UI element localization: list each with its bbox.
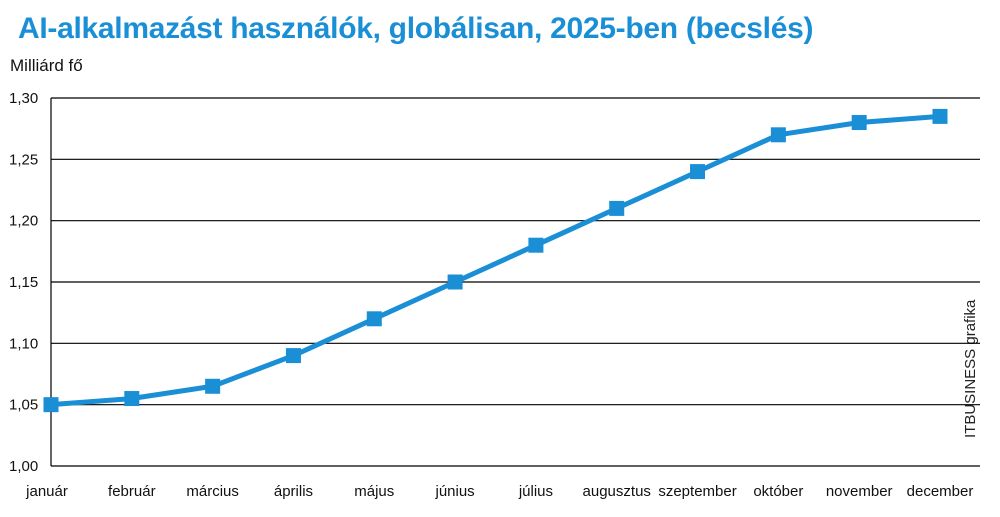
data-point: [43, 397, 59, 413]
x-tick-label: december: [907, 483, 974, 500]
data-point: [447, 274, 463, 290]
data-point: [124, 391, 140, 407]
x-tick-label: január: [25, 483, 68, 500]
data-point: [932, 108, 948, 124]
series-polyline: [50, 113, 941, 408]
y-tick-label: 1,05: [9, 397, 38, 414]
data-point: [690, 164, 706, 180]
x-tick-label: augusztus: [583, 483, 651, 500]
chart-title: AI-alkalmazást használók, globálisan, 20…: [18, 12, 814, 45]
series-line: [50, 113, 941, 408]
data-point: [770, 127, 786, 143]
y-tick-label: 1,30: [9, 90, 38, 107]
data-point: [609, 200, 625, 216]
gridlines: [50, 97, 980, 467]
y-tick-label: 1,15: [9, 274, 38, 291]
y-tick-labels: 1,00 1,05 1,10 1,15 1,20 1,25 1,30: [9, 90, 38, 475]
y-tick-label: 1,20: [9, 213, 38, 230]
y-tick-label: 1,10: [9, 335, 38, 352]
x-tick-label: március: [186, 483, 239, 500]
x-tick-label: május: [354, 483, 394, 500]
y-tick-label: 1,25: [9, 151, 38, 168]
x-tick-label: április: [274, 483, 313, 500]
x-tick-label: július: [518, 483, 553, 500]
x-tick-label: szeptember: [658, 483, 736, 500]
data-point: [205, 378, 221, 394]
data-point: [528, 237, 544, 253]
data-markers: [43, 108, 948, 413]
data-point: [285, 348, 301, 364]
data-point: [851, 115, 867, 131]
x-tick-labels: január február március április május június jú…: [25, 483, 973, 500]
data-point: [366, 311, 382, 327]
x-tick-label: február: [108, 483, 156, 500]
x-tick-label: november: [826, 483, 893, 500]
x-tick-label: október: [753, 483, 803, 500]
y-tick-label: 1,00: [9, 458, 38, 475]
x-tick-label: június: [434, 483, 474, 500]
y-axis-label: Milliárd fő: [10, 56, 83, 75]
